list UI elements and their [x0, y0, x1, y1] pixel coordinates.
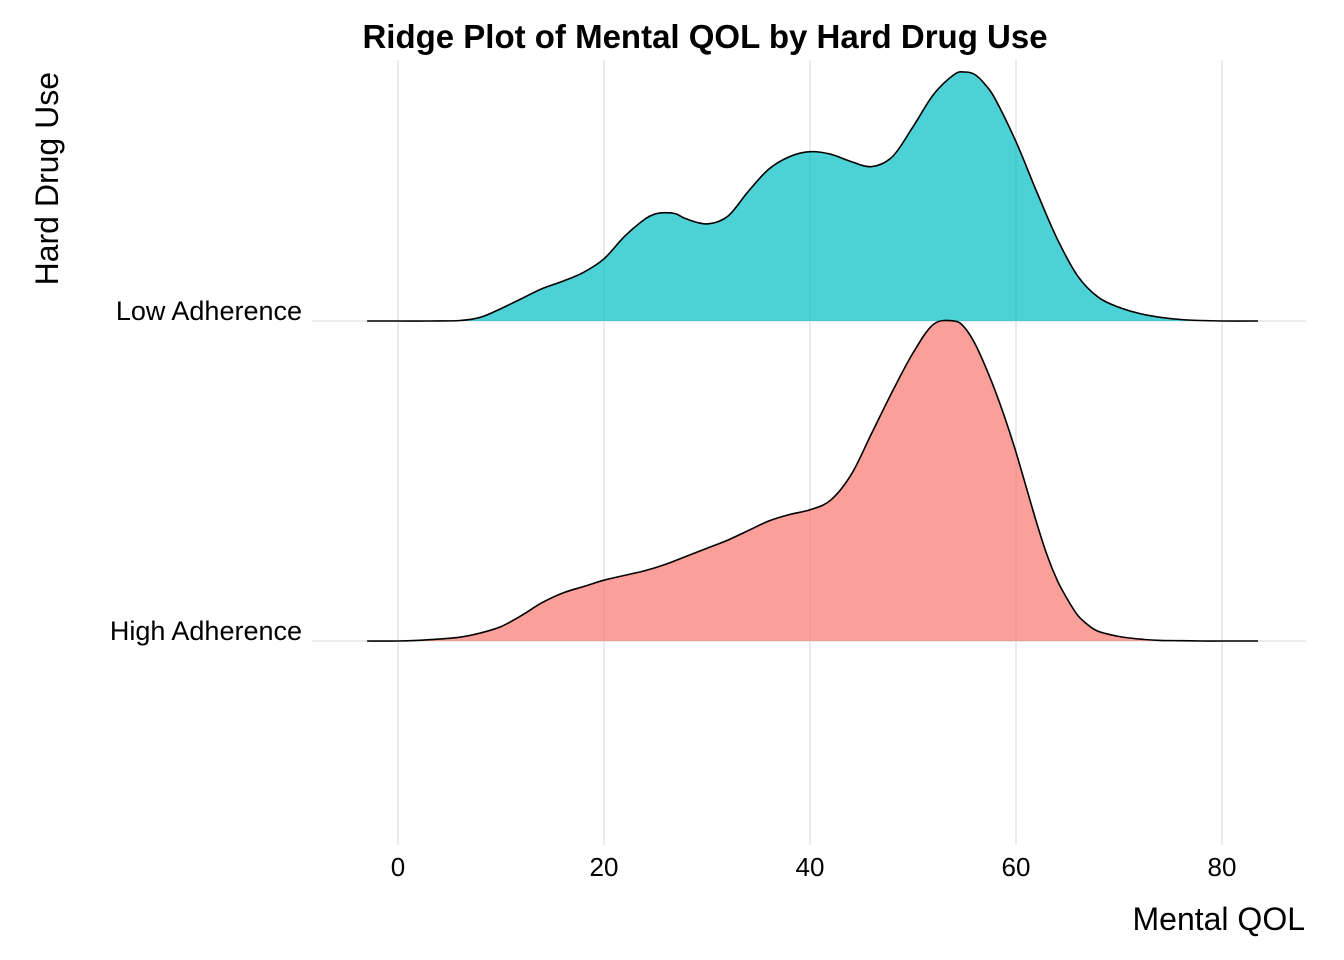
tick-labels: High Adherence Low Adherence 0 20 40 60 80 [110, 296, 1237, 882]
ridge-line-low-adherence [367, 71, 1259, 322]
x-tick-label: 60 [1002, 852, 1031, 882]
y-axis-title: Hard Drug Use [29, 72, 65, 285]
x-tick-label: 20 [590, 852, 619, 882]
ridge-line-high-adherence [367, 319, 1258, 642]
x-tick-label: 80 [1208, 852, 1237, 882]
y-tick-label: High Adherence [110, 616, 302, 646]
x-tick-label: 0 [391, 852, 405, 882]
x-axis-title: Mental QOL [1132, 901, 1305, 937]
ridge-fill-low-adherence [367, 71, 1259, 322]
y-tick-label: Low Adherence [116, 296, 302, 326]
chart-title: Ridge Plot of Mental QOL by Hard Drug Us… [362, 18, 1047, 55]
x-tick-label: 40 [796, 852, 825, 882]
ridge-fill-high-adherence [367, 320, 1259, 642]
ridges [367, 71, 1259, 642]
